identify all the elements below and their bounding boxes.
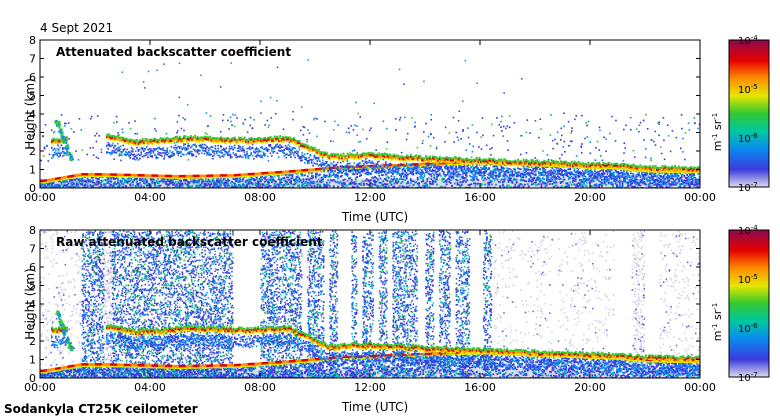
y-tick-label: 4	[29, 108, 36, 121]
station-label: Sodankyla CT25K ceilometer	[4, 402, 198, 416]
y-tick-label: 8	[29, 224, 36, 237]
y-tick-label: 0	[29, 372, 36, 385]
y-tick-label: 6	[29, 261, 36, 274]
panel-title: Attenuated backscatter coefficient	[56, 45, 291, 59]
panel-attenuated: Attenuated backscatter coefficient 0 1 2 3 4…	[23, 34, 770, 224]
colorbar-unit: m-1 sr-1	[711, 303, 724, 341]
x-tick-label: 20:00	[574, 381, 606, 394]
x-tick-label: 12:00	[354, 381, 386, 394]
y-tick-label: 6	[29, 71, 36, 84]
y-tick-label: 3	[29, 317, 36, 330]
panel-title: Raw attenuated backscatter coefficient	[56, 235, 323, 249]
x-tick-label: 00:00	[24, 191, 56, 204]
x-tick-label: 08:00	[244, 191, 276, 204]
y-tick-label: 1	[29, 164, 36, 177]
colorbar: 10-410-510-610-7 m-1 sr-1	[711, 224, 770, 384]
heatmap-cells	[40, 59, 700, 188]
y-axis-label: Height (km)	[23, 268, 37, 339]
y-axis-label: Height (km)	[23, 78, 37, 149]
colorbar-tick-label: 10-7	[738, 181, 758, 194]
x-tick-label: 16:00	[464, 191, 496, 204]
date-label: 4 Sept 2021	[40, 21, 113, 35]
x-axis: 00:00 04:00 08:00 12:00 16:00 20:00 00:00	[24, 230, 716, 394]
y-tick-label: 3	[29, 127, 36, 140]
y-tick-label: 8	[29, 34, 36, 47]
x-axis-label: Time (UTC)	[341, 210, 408, 224]
x-tick-label: 00:00	[24, 381, 56, 394]
y-tick-label: 7	[29, 53, 36, 66]
y-tick-label: 1	[29, 354, 36, 367]
y-tick-label: 0	[29, 182, 36, 195]
y-tick-label: 7	[29, 243, 36, 256]
panel-raw: Raw attenuated backscatter coefficient 0…	[23, 224, 770, 414]
y-axis: 0 1 2 3 4 5 6 7 8	[29, 224, 700, 385]
y-tick-label: 4	[29, 298, 36, 311]
x-tick-label: 04:00	[134, 191, 166, 204]
heatmap-cells	[40, 230, 700, 378]
x-axis: 00:00 04:00 08:00 12:00 16:00 20:00 00:00	[24, 40, 716, 204]
x-axis-label: Time (UTC)	[341, 400, 408, 414]
x-tick-label: 00:00	[684, 381, 716, 394]
x-tick-label: 16:00	[464, 381, 496, 394]
colorbar-unit: m-1 sr-1	[711, 113, 724, 151]
colorbar-gradient	[728, 229, 770, 378]
y-tick-label: 2	[29, 335, 36, 348]
x-tick-label: 04:00	[134, 381, 166, 394]
colorbar: 10-410-510-610-7 m-1 sr-1	[711, 34, 770, 194]
x-tick-label: 08:00	[244, 381, 276, 394]
y-tick-label: 5	[29, 90, 36, 103]
y-tick-label: 2	[29, 145, 36, 158]
y-tick-label: 5	[29, 280, 36, 293]
x-tick-label: 20:00	[574, 191, 606, 204]
x-tick-label: 12:00	[354, 191, 386, 204]
colorbar-gradient	[728, 39, 770, 188]
y-axis: 0 1 2 3 4 5 6 7 8	[29, 34, 700, 195]
x-tick-label: 00:00	[684, 191, 716, 204]
colorbar-tick-label: 10-7	[738, 371, 758, 384]
